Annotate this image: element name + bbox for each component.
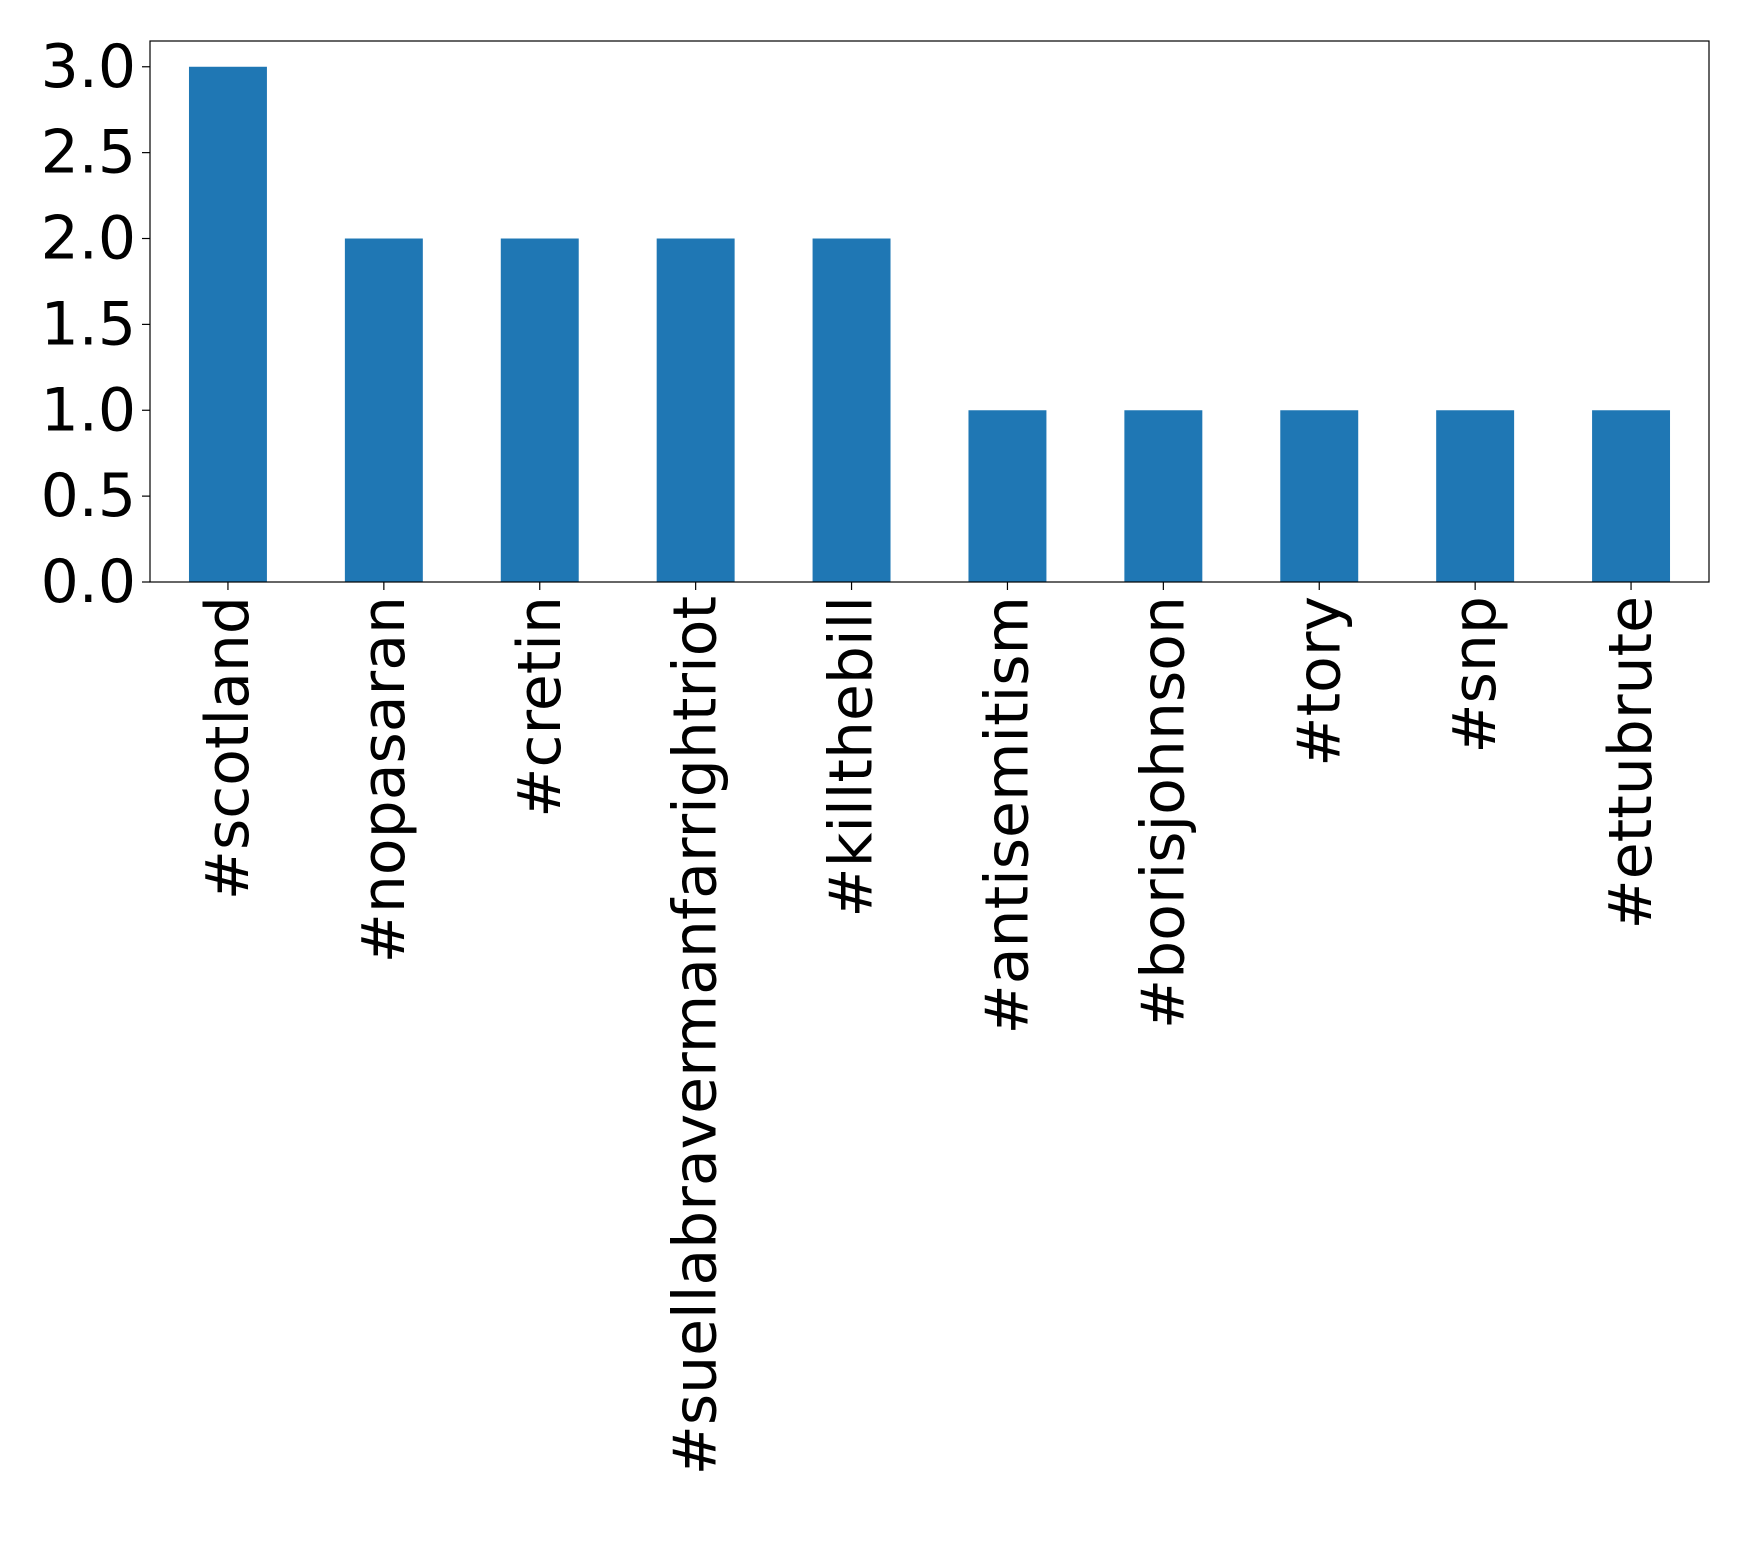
bar-nopasaran xyxy=(344,238,423,582)
y-tick-label: 1.5 xyxy=(41,289,136,359)
plot-area-frame xyxy=(149,40,1710,583)
bars-layer xyxy=(188,66,1671,582)
x-tick-label: #suellabravermanfarrightriot xyxy=(661,596,731,1475)
bar-tory xyxy=(1280,410,1359,582)
bar-cretin xyxy=(500,238,579,582)
bar-scotland xyxy=(188,66,267,582)
bar-killthebill xyxy=(812,238,891,582)
y-tick-label: 2.0 xyxy=(41,204,136,274)
x-tick-label: #nopasaran xyxy=(349,596,419,963)
x-tick-label: #snp xyxy=(1440,596,1510,754)
x-tick-label: #killthebill xyxy=(817,596,887,918)
x-axis: #scotland #nopasaran #cretin #suellabraverm… xyxy=(193,582,1666,1475)
bar-antisemitism xyxy=(968,410,1047,582)
bar-snp xyxy=(1436,410,1515,582)
y-tick-label: 0.5 xyxy=(41,461,136,531)
x-tick-label: #cretin xyxy=(505,596,575,818)
y-tick-label: 1.0 xyxy=(41,375,136,445)
y-tick-label: 3.0 xyxy=(41,32,136,102)
y-tick-label: 0.0 xyxy=(41,547,136,617)
bar-borisjohnson xyxy=(1124,410,1203,582)
y-tick-label: 2.5 xyxy=(41,118,136,188)
y-axis: 0.0 0.5 1.0 1.5 2.0 2.5 3.0 xyxy=(41,32,150,617)
x-tick-label: #scotland xyxy=(193,596,263,900)
x-tick-label: #tory xyxy=(1284,596,1354,767)
x-tick-label: #ettubrute xyxy=(1596,596,1666,930)
bar-suellabravermanfarrightriot xyxy=(656,238,735,582)
x-tick-label: #borisjohnson xyxy=(1128,596,1198,1029)
x-tick-label: #antisemitism xyxy=(972,596,1042,1034)
bar-ettubrute xyxy=(1592,410,1671,582)
